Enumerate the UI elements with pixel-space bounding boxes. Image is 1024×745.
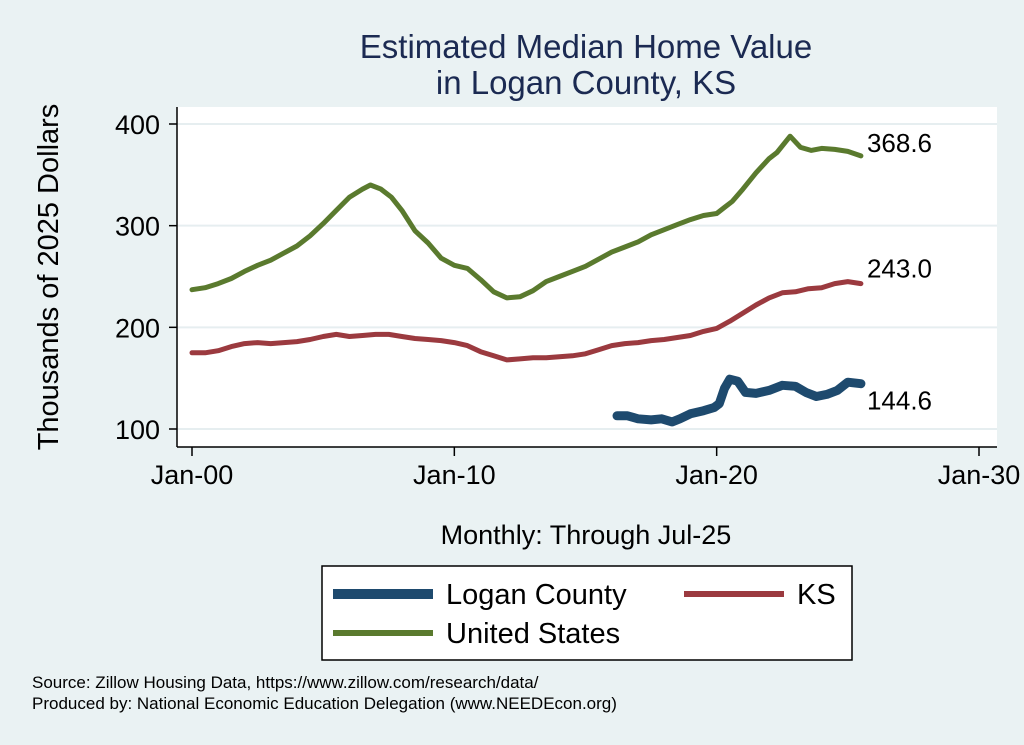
legend-label-logan-county: Logan County — [446, 579, 627, 611]
legend-label-united-states: United States — [446, 618, 620, 650]
end-label-logan-county: 144.6 — [867, 386, 932, 416]
series-line-united-states — [189, 133, 864, 301]
source-line: Source: Zillow Housing Data, https://www… — [32, 673, 539, 692]
y-axis-title: Thousands of 2025 Dollars — [33, 104, 65, 451]
y-tick-label: 100 — [115, 415, 160, 445]
axes: 100 200 300 400 Jan-00 Jan-10 Jan-20 Jan-30 — [115, 107, 1020, 490]
x-axis-title: Monthly: Through Jul-25 — [441, 520, 732, 550]
x-tick-label: Jan-10 — [413, 460, 496, 490]
y-tick-label: 200 — [115, 313, 160, 343]
plot-area — [177, 107, 997, 447]
gridlines — [177, 123, 997, 430]
end-label-united-states: 368.6 — [867, 128, 932, 158]
end-labels: 368.6 243.0 144.6 — [867, 128, 932, 416]
end-label-ks: 243.0 — [867, 254, 932, 284]
x-tick-label: Jan-00 — [151, 460, 234, 490]
y-tick-label: 300 — [115, 212, 160, 242]
source-note: Source: Zillow Housing Data, https://www… — [32, 672, 617, 714]
x-tick-label: Jan-30 — [938, 460, 1021, 490]
legend-label-ks: KS — [797, 579, 836, 611]
chart-title-line-2: in Logan County, KS — [436, 64, 736, 101]
chart-title-line-1: Estimated Median Home Value — [360, 28, 812, 65]
series-line-ks — [189, 279, 864, 363]
series-lines — [189, 133, 866, 427]
series-line-logan-county — [612, 374, 866, 427]
producer-line: Produced by: National Economic Education… — [32, 694, 617, 713]
x-tick-label: Jan-20 — [675, 460, 758, 490]
legend-box — [321, 565, 853, 661]
y-tick-label: 400 — [115, 110, 160, 140]
